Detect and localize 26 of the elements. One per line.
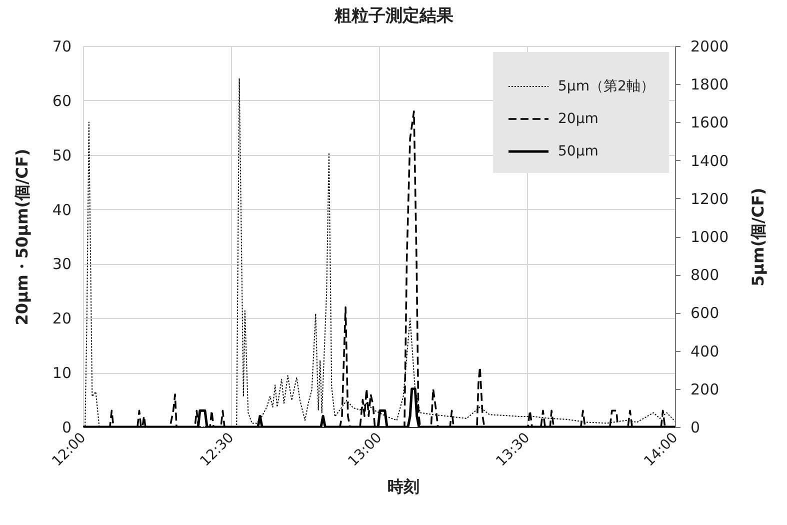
y-tick-label: 50	[52, 146, 72, 164]
x-axis-title: 時刻	[388, 476, 420, 496]
y-tick-label: 20	[52, 310, 72, 328]
y2-tick-label: 600	[690, 304, 720, 322]
y2-tick-label: 1800	[690, 76, 729, 94]
y-tick-label: 30	[52, 255, 72, 274]
y2-axis-title: 5μm(個/CF)	[748, 188, 768, 286]
y2-tick-label: 2000	[690, 38, 729, 56]
y-tick-label: 60	[52, 92, 72, 110]
y2-tick-label: 1400	[690, 152, 729, 170]
y-tick-label: 70	[52, 38, 72, 56]
y2-tick-label: 1600	[690, 114, 729, 132]
chart-title: 粗粒子測定結果	[334, 6, 454, 26]
legend-label: 5μm（第2軸）	[558, 78, 654, 94]
y2-tick-label: 200	[690, 380, 720, 398]
y-tick-label: 10	[52, 364, 72, 382]
y-axis-title: 20μm・50μm(個/CF)	[12, 148, 32, 326]
y2-tick-label: 800	[690, 266, 720, 284]
legend-label: 20μm	[558, 111, 598, 127]
y2-tick-label: 0	[690, 418, 700, 436]
y2-tick-label: 400	[690, 342, 720, 360]
y2-tick-label: 1000	[690, 228, 729, 246]
legend-label: 50μm	[558, 144, 598, 160]
y-tick-label: 0	[62, 418, 72, 436]
y-tick-label: 40	[52, 200, 72, 219]
y2-tick-label: 1200	[690, 190, 729, 208]
